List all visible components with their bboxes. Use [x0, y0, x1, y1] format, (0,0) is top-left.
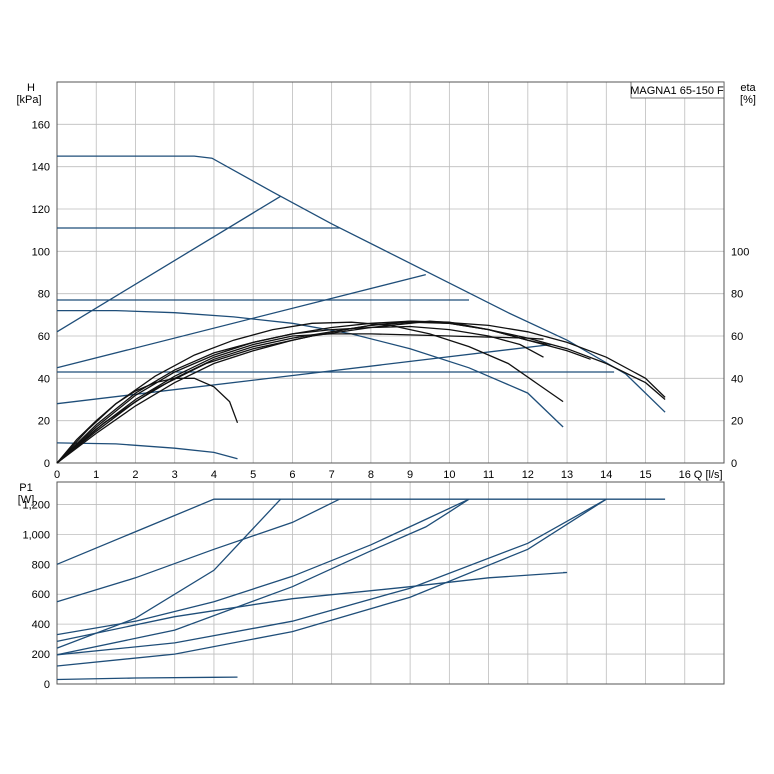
power-curve [56, 498, 470, 636]
power-curve [56, 498, 470, 656]
model-label-box [630, 81, 725, 99]
eta-y-tick-label: 0 [731, 458, 737, 470]
model-label: MAGNA1 65-150 F [630, 85, 724, 97]
power-curve [56, 571, 568, 643]
power-y-tick-label: 0 [44, 679, 50, 691]
efficiency-curve [56, 321, 666, 464]
power-y-tick-label: 800 [32, 559, 50, 571]
x-tick-label: 4 [211, 469, 217, 481]
efficiency-curve [56, 320, 548, 464]
head-y-axis-label: H [27, 82, 35, 94]
power-grid [56, 482, 724, 685]
head-y-tick-label: 160 [32, 119, 50, 131]
efficiency-curve [56, 320, 666, 464]
head-curve [56, 195, 281, 333]
x-tick-label: 1 [93, 469, 99, 481]
x-tick-label: 11 [483, 469, 494, 481]
efficiency-curve [56, 325, 544, 464]
x-axis-unit: [l/s] [705, 469, 722, 481]
x-tick-label: 7 [329, 469, 335, 481]
x-tick-label: 12 [522, 469, 534, 481]
power-y-axis-unit: [W] [18, 494, 35, 506]
eta-y-ticks: 0 20 40 60 80 100 [731, 246, 749, 470]
power-curve [56, 498, 282, 649]
x-tick-label: 14 [600, 469, 612, 481]
x-tick-label: 15 [639, 469, 651, 481]
head-curve [56, 442, 238, 460]
power-y-tick-label: 400 [32, 619, 50, 631]
head-y-tick-label: 100 [32, 246, 50, 258]
x-tick-label: 2 [132, 469, 138, 481]
power-y-tick-label: 1,000 [22, 529, 50, 541]
x-tick-label: 13 [561, 469, 573, 481]
x-tick-label: 0 [54, 469, 60, 481]
power-y-axis-label: P1 [19, 482, 32, 494]
x-tick-label: 9 [407, 469, 413, 481]
efficiency-curve [56, 333, 544, 464]
eta-y-tick-label: 80 [731, 289, 743, 301]
eta-y-tick-label: 40 [731, 373, 743, 385]
efficiency-curves [56, 320, 666, 464]
power-curve [56, 498, 340, 603]
head-y-tick-label: 20 [38, 416, 50, 428]
head-curve [56, 343, 552, 405]
x-tick-label: 3 [172, 469, 178, 481]
x-tick-label: 6 [289, 469, 295, 481]
eta-y-tick-label: 100 [731, 246, 749, 258]
power-curve [56, 498, 607, 667]
eta-y-tick-label: 20 [731, 416, 743, 428]
head-curves [56, 155, 666, 460]
head-curve [57, 155, 666, 413]
power-plot: 0 200 400 600 800 1,000 1,200 P1 [W] [18, 481, 725, 691]
head-y-tick-label: 120 [32, 204, 50, 216]
power-plot-frame [56, 481, 725, 685]
eta-axis-label: eta [740, 82, 756, 94]
head-y-tick-label: 60 [38, 331, 50, 343]
eta-y-tick-label: 60 [731, 331, 743, 343]
power-y-tick-label: 200 [32, 649, 50, 661]
power-curve [56, 498, 666, 565]
x-tick-label: 8 [368, 469, 374, 481]
x-tick-label: 5 [250, 469, 256, 481]
power-curve [56, 498, 607, 656]
power-y-ticks: 0 200 400 600 800 1,000 1,200 [22, 499, 50, 691]
x-axis-label: Q [694, 469, 703, 481]
power-y-tick-label: 600 [32, 589, 50, 601]
eta-axis-unit: [%] [740, 94, 756, 106]
head-curve [57, 309, 564, 428]
head-y-ticks: 0 20 40 60 80 100 120 140 160 [32, 119, 50, 470]
power-y-tick-label: 1,200 [22, 499, 50, 511]
x-tick-label: 10 [443, 469, 455, 481]
efficiency-curve [56, 377, 239, 464]
head-y-tick-label: 0 [44, 458, 50, 470]
head-plot-frame [56, 81, 725, 464]
power-curves [56, 498, 666, 681]
head-curve [56, 273, 426, 369]
efficiency-curve [56, 321, 564, 464]
head-y-tick-label: 80 [38, 289, 50, 301]
x-tick-label: 16 [679, 469, 691, 481]
head-y-axis-unit: [kPa] [16, 94, 41, 106]
head-grid [56, 82, 724, 464]
power-curve [56, 676, 238, 681]
head-y-tick-label: 140 [32, 162, 50, 174]
head-y-tick-label: 40 [38, 373, 50, 385]
head-x-ticks: 0 1 2 3 4 5 6 7 8 9 10 11 12 13 14 15 16 [54, 469, 691, 481]
